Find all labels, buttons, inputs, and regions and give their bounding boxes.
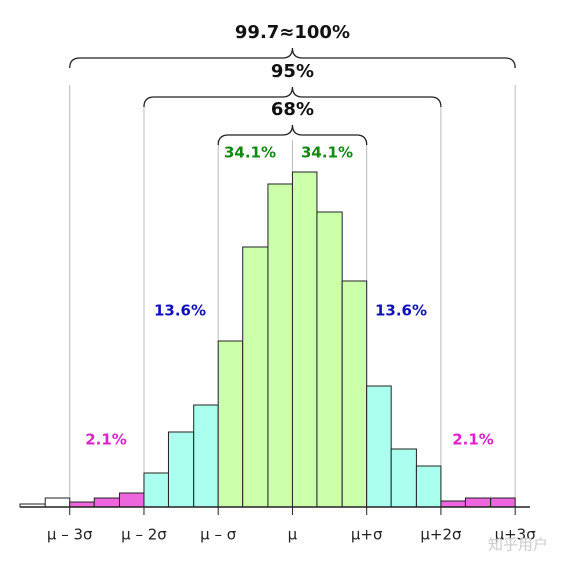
x-tick-label: μ – σ (200, 526, 237, 544)
bar (390, 448, 417, 508)
brace-label: 95% (271, 61, 314, 82)
bar (490, 497, 516, 508)
bar (316, 211, 343, 508)
bar (118, 492, 145, 508)
bar (44, 497, 71, 508)
x-tick-label: μ – 2σ (121, 526, 167, 544)
watermark: 知乎用户 (488, 536, 548, 554)
x-tick-label: μ+σ (351, 526, 383, 544)
brace (69, 47, 516, 69)
bar (464, 497, 492, 508)
brace (143, 86, 442, 108)
x-tick-label: μ (288, 526, 298, 544)
region-label: 34.1% (224, 144, 276, 162)
bar (167, 431, 195, 508)
bar (143, 472, 169, 508)
bar (440, 500, 466, 508)
x-tick-label: μ+3σ (495, 526, 537, 544)
bar (366, 385, 392, 508)
x-tick-label: μ+2σ (420, 526, 462, 544)
bar (415, 465, 442, 508)
bar (341, 280, 368, 508)
bar (267, 183, 293, 508)
brace-label: 68% (271, 99, 314, 120)
region-label: 2.1% (452, 431, 494, 449)
region-label: 13.6% (375, 302, 427, 320)
region-label: 2.1% (85, 431, 127, 449)
x-tick-label: μ – 3σ (47, 526, 93, 544)
region-label: 13.6% (154, 302, 206, 320)
brace-label: 99.7≈100% (235, 22, 350, 43)
bar (193, 404, 219, 508)
bar (291, 171, 318, 508)
brace (217, 124, 368, 146)
bar (217, 340, 244, 508)
region-label: 34.1% (301, 144, 353, 162)
bar (242, 246, 269, 508)
bar (93, 497, 120, 508)
